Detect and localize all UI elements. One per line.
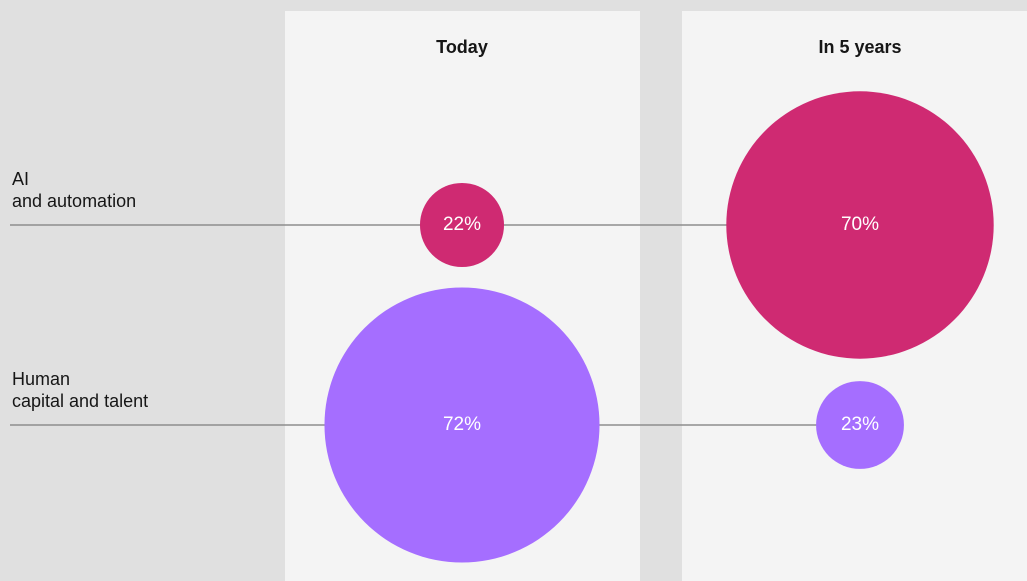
bubble (816, 381, 904, 469)
bubble (324, 287, 600, 563)
row-label-line: capital and talent (12, 391, 148, 411)
column-header: In 5 years (818, 37, 901, 57)
value-label: 22% (443, 214, 481, 235)
row-label-line: Human (12, 369, 70, 389)
value-label: 70% (841, 214, 879, 235)
column-header: Today (436, 37, 488, 57)
bubble (726, 91, 994, 359)
row-label-line: and automation (12, 191, 136, 211)
value-label: 72% (443, 414, 481, 435)
value-label: 23% (841, 414, 879, 435)
row-label: Human capital and talent (12, 369, 148, 411)
row-label: AI and automation (12, 169, 136, 211)
bubble (419, 182, 505, 268)
row-label-line: AI (12, 169, 29, 189)
